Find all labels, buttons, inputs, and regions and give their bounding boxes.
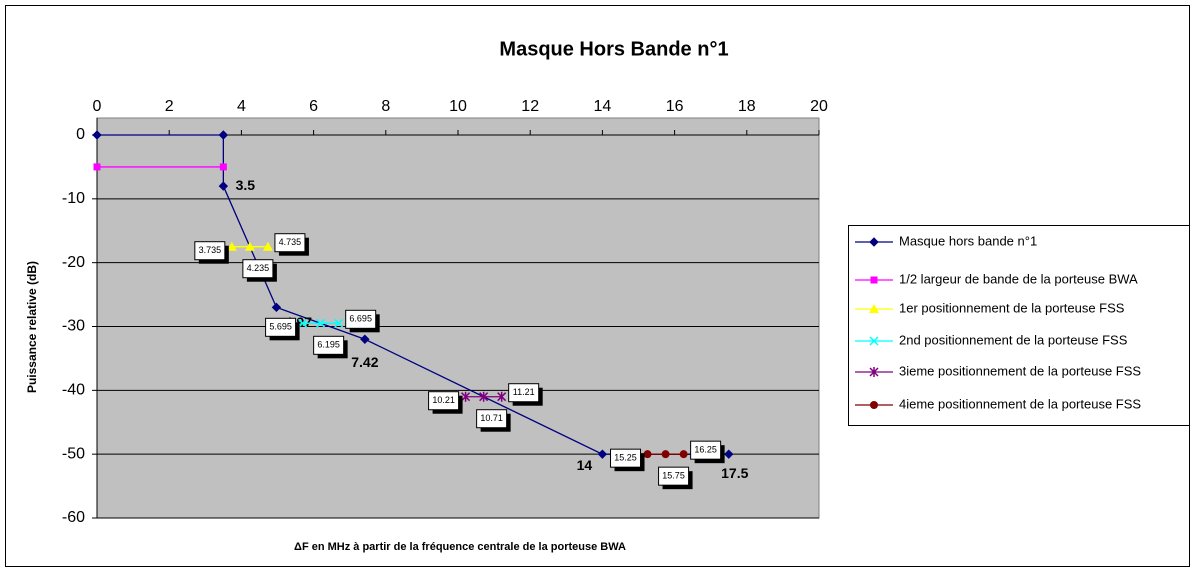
y-tick-label: -30 <box>62 318 85 335</box>
x-tick-label: 18 <box>738 98 756 115</box>
legend <box>848 225 1190 426</box>
y-tick-label: -10 <box>62 190 85 207</box>
data-label: 10.71 <box>480 413 503 423</box>
data-label: 6.195 <box>317 340 340 350</box>
data-label: 16.25 <box>694 445 717 455</box>
y-tick-label: -50 <box>62 445 85 462</box>
x-tick-label: 20 <box>810 98 828 115</box>
x-axis-title: ΔF en MHz à partir de la fréquence centr… <box>294 541 626 553</box>
y-tick-label: -20 <box>62 254 85 271</box>
data-label: 7.42 <box>351 354 378 370</box>
legend-label: 4ieme positionnement de la porteuse FSS <box>899 396 1141 411</box>
legend-marker <box>870 276 878 284</box>
legend-label: Masque hors bande n°1 <box>899 233 1037 248</box>
label-box <box>610 448 642 468</box>
label-box <box>313 335 345 355</box>
legend-label: 2nd positionnement de la porteuse FSS <box>899 332 1128 347</box>
chart-title: Masque Hors Bande n°1 <box>499 38 728 60</box>
data-label: 10.21 <box>432 395 455 405</box>
data-point <box>93 163 101 171</box>
y-tick-label: -40 <box>62 382 85 399</box>
data-point <box>334 318 344 328</box>
data-label: 15.25 <box>614 453 637 463</box>
legend-label: 1er positionnement de la porteuse FSS <box>899 300 1125 315</box>
x-tick-label: 6 <box>309 98 318 115</box>
y-tick-label: -60 <box>62 509 85 526</box>
data-point <box>271 302 282 313</box>
data-point <box>262 241 273 251</box>
legend-marker <box>869 237 879 247</box>
data-label: 17.5 <box>721 465 748 481</box>
data-label: 5.695 <box>269 322 292 332</box>
y-axis-title: Puissance relative (dB) <box>25 261 39 393</box>
data-point <box>479 391 489 402</box>
data-point <box>643 450 652 459</box>
label-box <box>658 466 690 486</box>
legend-marker <box>869 336 879 346</box>
data-point <box>679 450 688 459</box>
legend-label: 3ieme positionnement de la porteuse FSS <box>899 363 1141 378</box>
label-box <box>345 309 377 329</box>
data-point <box>316 318 326 328</box>
label-box <box>508 383 540 403</box>
label-box <box>428 391 460 411</box>
data-point <box>597 449 608 459</box>
data-point <box>218 181 229 191</box>
data-point <box>360 334 370 344</box>
label-box <box>476 409 508 429</box>
x-tick-label: 0 <box>93 98 102 115</box>
data-label: 15.75 <box>662 471 685 481</box>
x-tick-label: 10 <box>449 98 467 115</box>
legend-marker <box>869 304 879 313</box>
x-tick-label: 16 <box>666 98 684 115</box>
y-tick-label: 0 <box>76 126 85 143</box>
label-box <box>194 241 226 261</box>
label-box <box>242 259 274 279</box>
x-tick-label: 12 <box>521 98 539 115</box>
data-point <box>724 449 734 459</box>
x-tick-label: 4 <box>237 98 246 115</box>
x-tick-label: 14 <box>594 98 612 115</box>
label-box <box>265 317 297 337</box>
label-box <box>690 440 722 460</box>
data-point <box>461 391 471 402</box>
data-label: 4.235 <box>247 263 270 273</box>
data-label: 14 <box>577 457 593 473</box>
data-point <box>298 318 308 328</box>
data-point <box>218 130 229 140</box>
x-tick-label: 8 <box>381 98 390 115</box>
data-label: 3.735 <box>199 245 222 255</box>
data-label: 6.695 <box>349 314 372 324</box>
data-point <box>244 241 255 251</box>
legend-label: 1/2 largeur de bande de la porteuse BWA <box>899 271 1138 286</box>
x-tick-label: 2 <box>165 98 174 115</box>
data-point <box>661 450 670 459</box>
label-box <box>274 233 306 253</box>
data-label: 3.5 <box>236 177 256 193</box>
data-point <box>92 130 102 140</box>
legend-marker <box>870 401 878 409</box>
data-label: 11.21 <box>513 387 535 397</box>
data-label: 4.735 <box>279 237 302 247</box>
data-point <box>219 163 227 171</box>
data-point <box>497 391 507 402</box>
legend-marker <box>869 367 879 377</box>
data-point <box>226 241 237 251</box>
